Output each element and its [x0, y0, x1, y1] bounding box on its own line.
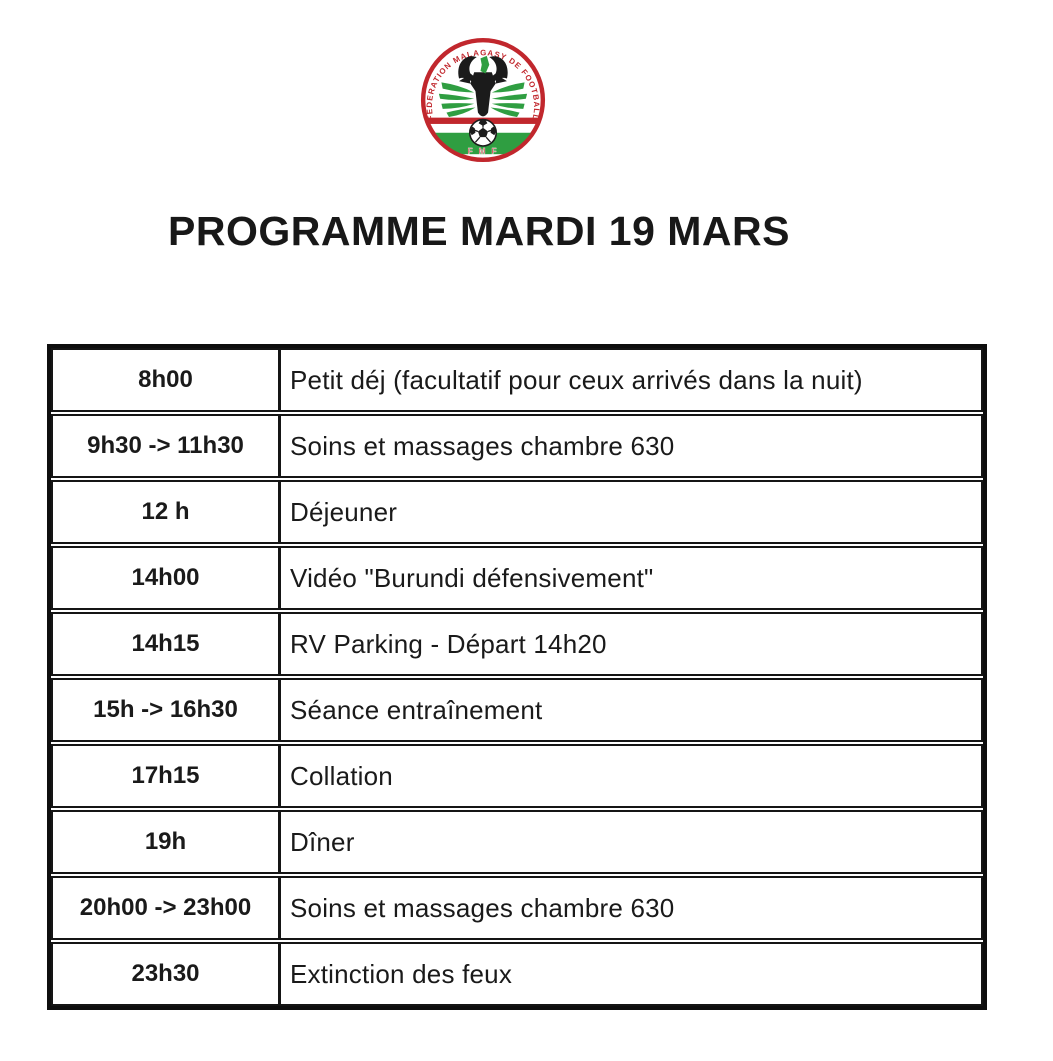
activity-cell: Petit déj (facultatif pour ceux arrivés … [290, 364, 863, 395]
activity-cell: Vidéo "Burundi défensivement" [290, 562, 654, 593]
time-cell: 14h00 [53, 548, 281, 608]
activity-cell: Collation [290, 760, 393, 791]
crest-leaves-left [438, 82, 476, 118]
schedule-table: 8h00 Petit déj (facultatif pour ceux arr… [47, 344, 987, 1010]
table-row: 23h30 Extinction des feux [51, 942, 983, 1006]
crest-leaves-right [490, 82, 528, 118]
table-row: 12 h Déjeuner [51, 480, 983, 544]
activity-cell: Soins et massages chambre 630 [290, 892, 675, 923]
table-row: 8h00 Petit déj (facultatif pour ceux arr… [51, 348, 983, 412]
crest-zebu-icon [458, 56, 508, 117]
activity-cell: Dîner [290, 826, 355, 857]
activity-cell: Déjeuner [290, 496, 398, 527]
table-row: 19h Dîner [51, 810, 983, 874]
time-cell: 19h [53, 812, 281, 872]
time-cell: 8h00 [53, 350, 281, 410]
time-cell: 14h15 [53, 614, 281, 674]
activity-cell: Extinction des feux [290, 958, 513, 989]
table-row: 14h15 RV Parking - Départ 14h20 [51, 612, 983, 676]
page-title: PROGRAMME MARDI 19 MARS [168, 208, 790, 255]
table-row: 9h30 -> 11h30 Soins et massages chambre … [51, 414, 983, 478]
time-cell: 20h00 -> 23h00 [53, 878, 281, 938]
time-cell: 23h30 [53, 944, 281, 1004]
activity-cell: Soins et massages chambre 630 [290, 430, 675, 461]
crest-acronym: F M F [468, 147, 499, 156]
time-cell: 15h -> 16h30 [53, 680, 281, 740]
time-cell: 9h30 -> 11h30 [53, 416, 281, 476]
table-row: 15h -> 16h30 Séance entraînement [51, 678, 983, 742]
activity-cell: RV Parking - Départ 14h20 [290, 628, 607, 659]
activity-cell: Séance entraînement [290, 694, 543, 725]
table-row: 20h00 -> 23h00 Soins et massages chambre… [51, 876, 983, 940]
fmf-crest-icon: FEDERATION MALAGASY DE FOOTBALL [420, 37, 546, 163]
time-cell: 17h15 [53, 746, 281, 806]
crest-football-icon [468, 118, 498, 147]
fmf-logo: FEDERATION MALAGASY DE FOOTBALL [420, 37, 546, 163]
table-row: 17h15 Collation [51, 744, 983, 808]
crest-madagascar-shape [480, 55, 490, 74]
time-cell: 12 h [53, 482, 281, 542]
table-row: 14h00 Vidéo "Burundi défensivement" [51, 546, 983, 610]
